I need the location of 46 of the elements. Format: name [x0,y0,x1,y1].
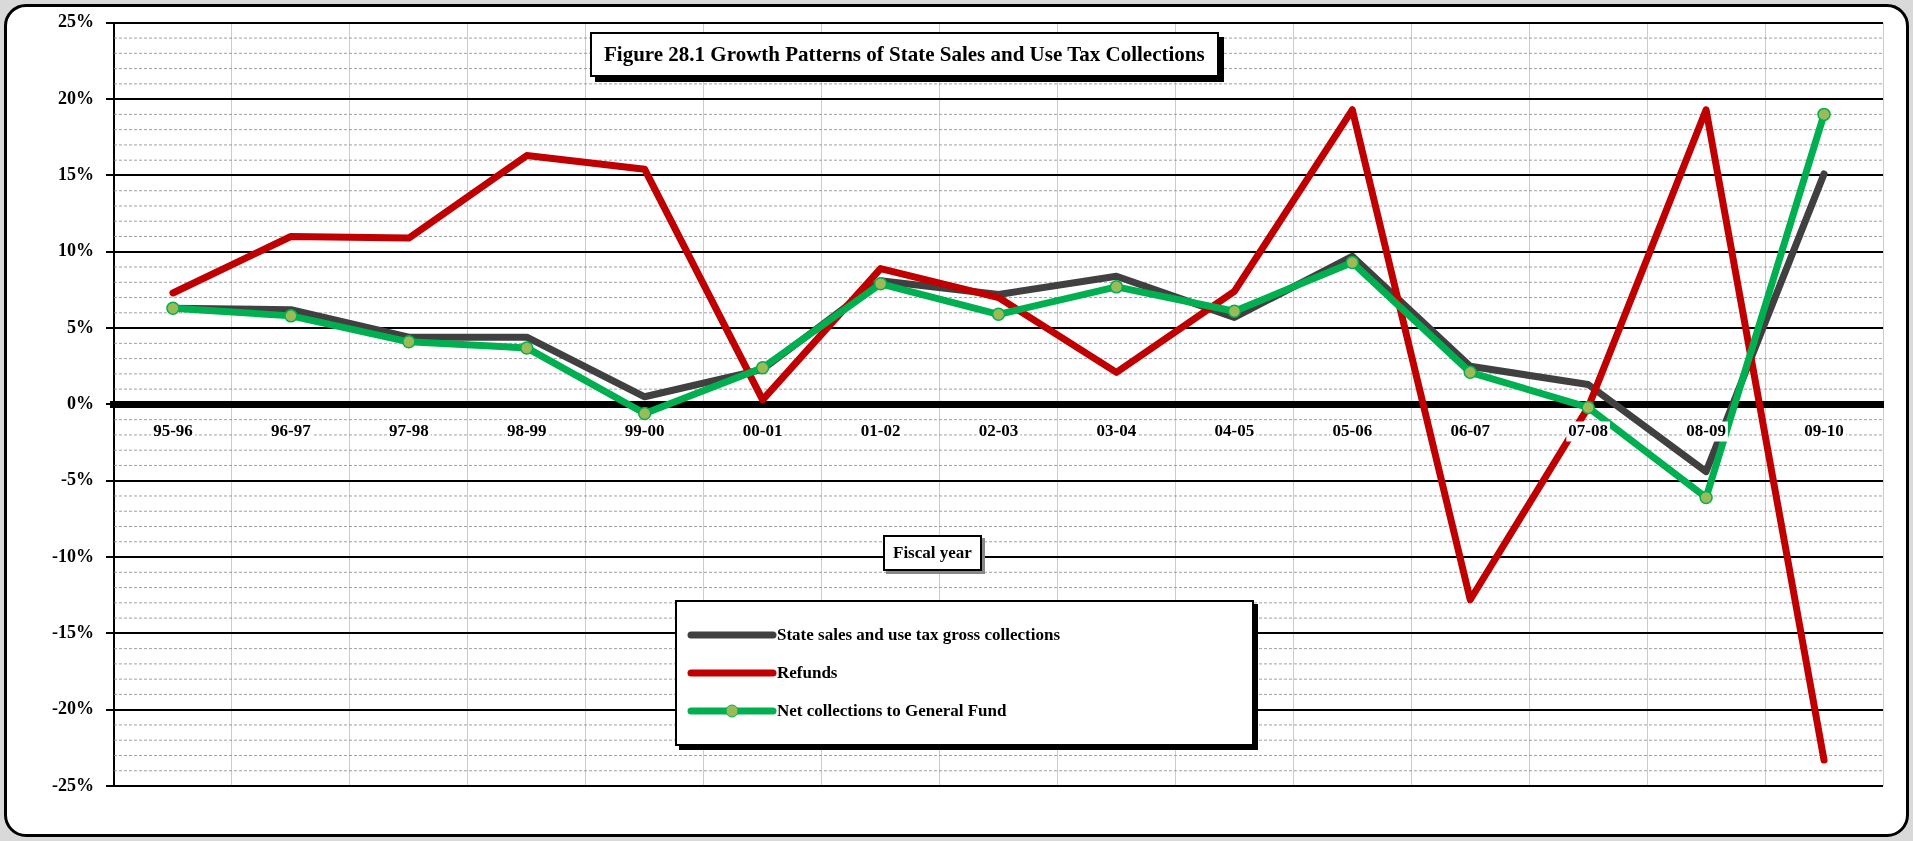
y-tick-label: -25% [51,774,94,795]
point [1345,255,1360,270]
x-tick-label: 01-02 [860,420,901,440]
point [166,301,180,315]
y-tick-label: 15% [57,164,94,185]
point [637,406,652,421]
x-tick-label: 09-10 [1804,420,1844,440]
point [1109,280,1124,294]
x-tick-label: 07-08 [1568,420,1608,440]
text: Figure 28.1 Growth Patterns of State Sales and Use Tax Collections [590,32,1219,77]
point [520,341,534,355]
y-tick-label: 5% [66,316,94,337]
x-tick-label: 06-07 [1450,420,1491,440]
x-tick-label: 99-00 [624,420,665,440]
x-tick-label: 08-09 [1686,420,1726,440]
point [873,277,888,291]
point [402,335,416,349]
x-tick-label: 98-99 [506,420,547,440]
y-tick-label: 20% [57,87,94,108]
y-tick-label: -5% [60,469,94,490]
x-tick-label: 97-98 [388,420,429,440]
x-tick-label: 02-03 [978,420,1019,440]
y-tick-label: 0% [66,393,94,414]
x-tick-label: 04-05 [1214,420,1255,440]
legend-label: Refunds [777,663,838,683]
x-tick-label: 96-97 [271,420,312,440]
legend-label: Net collections to General Fund [777,701,1007,721]
x-tick-label: 03-04 [1096,420,1137,440]
x-tick-label: 05-06 [1332,420,1373,440]
point [755,361,770,375]
x-axis-title: Fiscal year [883,535,982,571]
legend-label: State sales and use tax gross collections [777,625,1061,645]
x-tick-label: 00-01 [742,420,783,440]
point [1227,304,1242,319]
point [1817,107,1831,122]
y-tick-label: -10% [51,545,94,566]
point [1581,400,1595,415]
y-tick-label: 10% [57,240,94,261]
point [1699,490,1713,505]
x-tick-label: 95-96 [153,420,193,440]
point [1463,365,1477,380]
y-tick-label: -15% [51,622,94,643]
y-tick-label: 25% [57,11,94,32]
y-tick-label: -20% [51,698,94,719]
point [991,307,1006,322]
point [284,309,298,323]
